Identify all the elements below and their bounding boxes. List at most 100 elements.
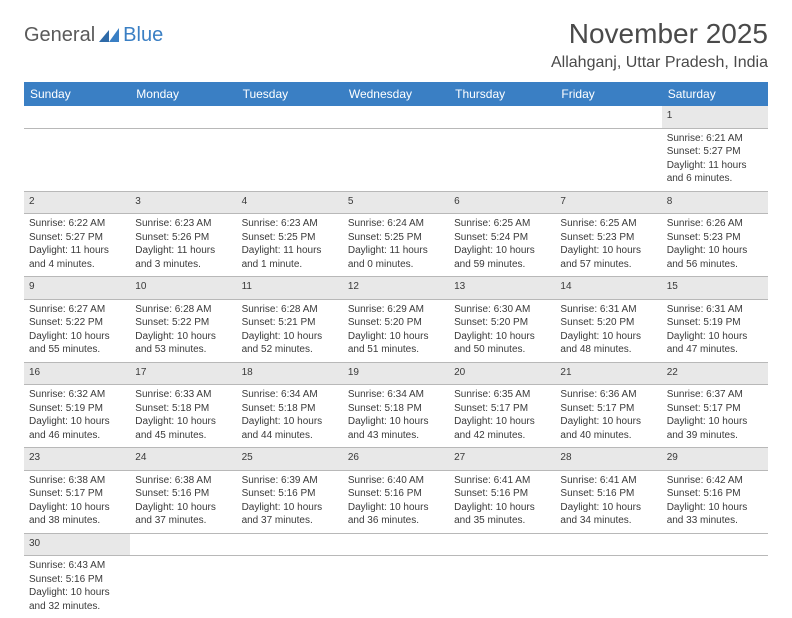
day-cell: Sunrise: 6:28 AMSunset: 5:22 PMDaylight:…: [130, 299, 236, 362]
sunrise-line: Sunrise: 6:41 AM: [560, 474, 656, 488]
weekday-header: Sunday: [24, 82, 130, 106]
day-number-cell: 11: [237, 277, 343, 300]
day-cell: Sunrise: 6:31 AMSunset: 5:19 PMDaylight:…: [662, 299, 768, 362]
day-cell: Sunrise: 6:42 AMSunset: 5:16 PMDaylight:…: [662, 470, 768, 533]
sunrise-line: Sunrise: 6:31 AM: [667, 303, 763, 317]
day-cell: Sunrise: 6:28 AMSunset: 5:21 PMDaylight:…: [237, 299, 343, 362]
sunset-line: Sunset: 5:26 PM: [135, 231, 231, 245]
title-block: November 2025 Allahganj, Uttar Pradesh, …: [551, 18, 768, 72]
sunset-line: Sunset: 5:16 PM: [135, 487, 231, 501]
sunset-line: Sunset: 5:17 PM: [667, 402, 763, 416]
sunset-line: Sunset: 5:18 PM: [242, 402, 338, 416]
daylight-line: Daylight: 10 hours and 33 minutes.: [667, 501, 763, 528]
day-cell: [343, 128, 449, 191]
calendar-table: SundayMondayTuesdayWednesdayThursdayFrid…: [24, 82, 768, 618]
daynum-row: 16171819202122: [24, 362, 768, 385]
day-number-cell: [555, 533, 661, 556]
sunrise-line: Sunrise: 6:25 AM: [560, 217, 656, 231]
day-number-cell: 27: [449, 448, 555, 471]
sunrise-line: Sunrise: 6:23 AM: [135, 217, 231, 231]
day-cell: Sunrise: 6:36 AMSunset: 5:17 PMDaylight:…: [555, 385, 661, 448]
day-cell: Sunrise: 6:34 AMSunset: 5:18 PMDaylight:…: [343, 385, 449, 448]
sunrise-line: Sunrise: 6:24 AM: [348, 217, 444, 231]
day-number-cell: 18: [237, 362, 343, 385]
daynum-row: 30: [24, 533, 768, 556]
day-cell: Sunrise: 6:43 AMSunset: 5:16 PMDaylight:…: [24, 556, 130, 618]
daynum-row: 1: [24, 106, 768, 128]
day-cell: [555, 556, 661, 618]
day-number-cell: 17: [130, 362, 236, 385]
day-cell: [237, 556, 343, 618]
day-number-cell: [343, 106, 449, 128]
sunrise-line: Sunrise: 6:27 AM: [29, 303, 125, 317]
sunset-line: Sunset: 5:22 PM: [29, 316, 125, 330]
day-cell: Sunrise: 6:23 AMSunset: 5:26 PMDaylight:…: [130, 214, 236, 277]
daylight-line: Daylight: 10 hours and 52 minutes.: [242, 330, 338, 357]
daylight-line: Daylight: 10 hours and 34 minutes.: [560, 501, 656, 528]
sunrise-line: Sunrise: 6:39 AM: [242, 474, 338, 488]
sunset-line: Sunset: 5:18 PM: [135, 402, 231, 416]
daylight-line: Daylight: 10 hours and 38 minutes.: [29, 501, 125, 528]
logo-flag-icon: [99, 28, 121, 44]
daylight-line: Daylight: 10 hours and 46 minutes.: [29, 415, 125, 442]
day-cell: Sunrise: 6:30 AMSunset: 5:20 PMDaylight:…: [449, 299, 555, 362]
day-number-cell: 19: [343, 362, 449, 385]
sunset-line: Sunset: 5:20 PM: [348, 316, 444, 330]
daylight-line: Daylight: 10 hours and 51 minutes.: [348, 330, 444, 357]
day-number-cell: [555, 106, 661, 128]
daylight-line: Daylight: 10 hours and 37 minutes.: [135, 501, 231, 528]
weekday-header: Thursday: [449, 82, 555, 106]
sunset-line: Sunset: 5:25 PM: [348, 231, 444, 245]
day-number-cell: 4: [237, 191, 343, 214]
sunset-line: Sunset: 5:27 PM: [667, 145, 763, 159]
sunrise-line: Sunrise: 6:31 AM: [560, 303, 656, 317]
day-cell: [449, 128, 555, 191]
day-content-row: Sunrise: 6:21 AMSunset: 5:27 PMDaylight:…: [24, 128, 768, 191]
day-number-cell: 23: [24, 448, 130, 471]
daylight-line: Daylight: 10 hours and 50 minutes.: [454, 330, 550, 357]
sunset-line: Sunset: 5:20 PM: [454, 316, 550, 330]
logo-text-blue: Blue: [123, 24, 163, 47]
sunrise-line: Sunrise: 6:25 AM: [454, 217, 550, 231]
sunrise-line: Sunrise: 6:41 AM: [454, 474, 550, 488]
day-number-cell: 14: [555, 277, 661, 300]
sunset-line: Sunset: 5:23 PM: [560, 231, 656, 245]
daylight-line: Daylight: 10 hours and 37 minutes.: [242, 501, 338, 528]
daylight-line: Daylight: 10 hours and 40 minutes.: [560, 415, 656, 442]
daylight-line: Daylight: 10 hours and 53 minutes.: [135, 330, 231, 357]
logo-text-general: General: [24, 24, 95, 47]
day-cell: Sunrise: 6:24 AMSunset: 5:25 PMDaylight:…: [343, 214, 449, 277]
day-number-cell: 8: [662, 191, 768, 214]
day-cell: Sunrise: 6:39 AMSunset: 5:16 PMDaylight:…: [237, 470, 343, 533]
day-cell: Sunrise: 6:38 AMSunset: 5:16 PMDaylight:…: [130, 470, 236, 533]
daylight-line: Daylight: 10 hours and 42 minutes.: [454, 415, 550, 442]
day-cell: Sunrise: 6:29 AMSunset: 5:20 PMDaylight:…: [343, 299, 449, 362]
day-cell: Sunrise: 6:33 AMSunset: 5:18 PMDaylight:…: [130, 385, 236, 448]
sunset-line: Sunset: 5:18 PM: [348, 402, 444, 416]
daylight-line: Daylight: 11 hours and 0 minutes.: [348, 244, 444, 271]
weekday-header: Monday: [130, 82, 236, 106]
daylight-line: Daylight: 10 hours and 47 minutes.: [667, 330, 763, 357]
daylight-line: Daylight: 11 hours and 3 minutes.: [135, 244, 231, 271]
sunset-line: Sunset: 5:21 PM: [242, 316, 338, 330]
day-cell: Sunrise: 6:22 AMSunset: 5:27 PMDaylight:…: [24, 214, 130, 277]
calendar-body: 1Sunrise: 6:21 AMSunset: 5:27 PMDaylight…: [24, 106, 768, 618]
sunset-line: Sunset: 5:17 PM: [560, 402, 656, 416]
sunset-line: Sunset: 5:16 PM: [29, 573, 125, 587]
sunset-line: Sunset: 5:16 PM: [242, 487, 338, 501]
sunset-line: Sunset: 5:16 PM: [348, 487, 444, 501]
weekday-header: Wednesday: [343, 82, 449, 106]
day-number-cell: 29: [662, 448, 768, 471]
sunrise-line: Sunrise: 6:43 AM: [29, 559, 125, 573]
day-cell: [237, 128, 343, 191]
day-number-cell: [449, 106, 555, 128]
day-cell: Sunrise: 6:37 AMSunset: 5:17 PMDaylight:…: [662, 385, 768, 448]
day-number-cell: 2: [24, 191, 130, 214]
sunrise-line: Sunrise: 6:30 AM: [454, 303, 550, 317]
day-number-cell: 5: [343, 191, 449, 214]
sunrise-line: Sunrise: 6:34 AM: [348, 388, 444, 402]
sunset-line: Sunset: 5:20 PM: [560, 316, 656, 330]
day-cell: [449, 556, 555, 618]
sunrise-line: Sunrise: 6:33 AM: [135, 388, 231, 402]
day-cell: Sunrise: 6:25 AMSunset: 5:24 PMDaylight:…: [449, 214, 555, 277]
